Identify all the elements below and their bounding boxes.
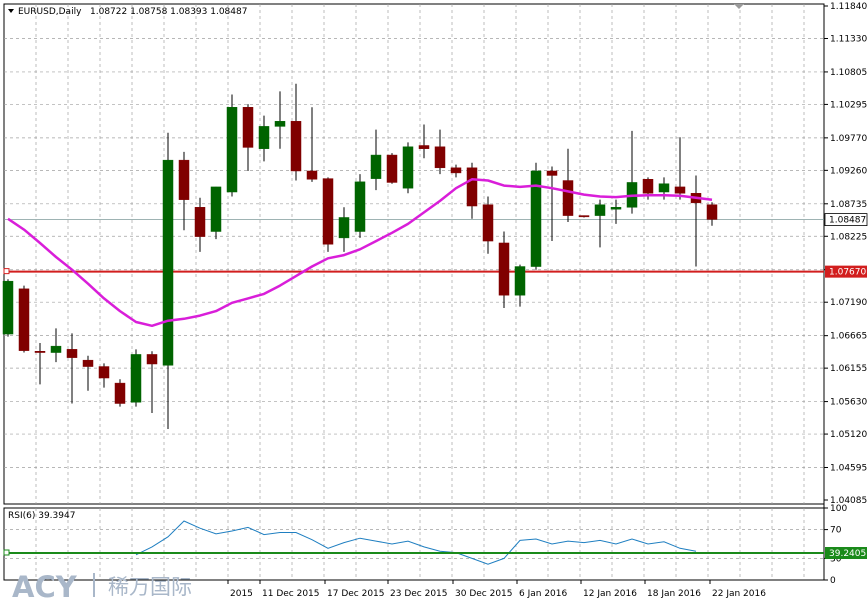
rsi-tick: 100 [830,504,847,514]
date-label: 23 Dec 2015 [390,589,448,599]
candle [594,199,606,248]
candle [226,94,238,197]
candle [674,137,686,200]
candle [162,132,174,429]
rsi-tick: 0 [830,576,836,586]
candle [354,174,366,238]
watermark-brand: ACY [12,570,78,604]
candle [450,164,462,178]
support-price-value: 1.07670 [829,268,866,278]
candle [66,333,78,404]
date-label: 12 Jan 2016 [583,589,637,599]
date-label: 2015 [230,589,253,599]
rsi-line-handle [3,549,10,556]
price-tick: 1.10805 [830,68,867,78]
price-tick: 1.11840 [830,2,867,12]
price-panel[interactable] [3,3,825,505]
price-tick: 1.09260 [830,166,867,176]
candle [210,186,222,240]
collapse-arrow-icon[interactable] [8,9,14,13]
price-tick: 1.05630 [830,398,867,408]
candle [514,264,526,307]
price-axis: 1.11840 1.11330 1.10805 1.10295 1.09770 1.092… [824,2,867,506]
candle [338,207,350,252]
date-label: 30 Dec 2015 [455,589,513,599]
candle [530,162,542,270]
support-line[interactable] [3,268,824,275]
date-axis: 2015 11 Dec 2015 17 Dec 2015 23 Dec 2015 30 … [227,580,766,599]
rsi-axis: 100 70 30 0 39.2405 [824,504,867,586]
rsi-tick: 30 [830,554,842,564]
candle [498,231,510,308]
price-grid [4,4,824,504]
support-price-tag: 1.07670 [825,265,867,278]
candle [402,142,414,194]
candle [178,151,190,231]
date-label: 17 Dec 2015 [327,589,385,599]
rsi-series [135,520,697,565]
candle [274,91,286,149]
candle [546,166,558,242]
candle [34,342,46,385]
rsi-label: RSI(6) 39.3947 [8,511,75,521]
rsi-current-tag: 39.2405 [825,547,867,559]
date-label: 6 Jan 2016 [519,589,567,599]
price-tick: 1.04595 [830,464,867,474]
current-price-value: 1.08487 [829,216,866,226]
rsi-current-value: 39.2405 [829,549,866,559]
price-tick: 1.10295 [830,100,867,110]
candle [258,115,270,162]
price-tick: 1.11330 [830,34,867,44]
candle [50,328,62,363]
moving-average-line [7,178,713,328]
price-tick: 1.07190 [830,298,867,308]
candle [146,351,158,414]
candle [322,177,334,252]
price-tick: 1.08225 [830,232,867,242]
candle [290,83,302,181]
candle [306,107,318,182]
price-tick: 1.06665 [830,332,867,342]
candle [82,355,94,391]
current-price-tag: 1.08487 [824,213,868,226]
candle [18,285,30,353]
candle [98,363,110,388]
price-tick: 1.06155 [830,364,867,374]
ohlc-label: 1.08722 1.08758 1.08393 1.08487 [90,7,247,17]
price-tick: 1.09770 [830,134,867,144]
rsi-grid [4,508,824,580]
support-line-handle [3,268,10,275]
candle [194,197,206,252]
price-tick: 1.08735 [830,200,867,210]
candle [114,379,126,407]
watermark-chinese: 稀万国际 [108,575,192,599]
candle [610,199,622,224]
candle [578,215,590,218]
candle [562,148,574,222]
chart-shift-marker-icon[interactable] [734,4,744,9]
candle [434,129,446,175]
price-tick: 1.05120 [830,430,867,440]
date-label: 18 Jan 2016 [647,589,701,599]
moving-average [7,178,713,328]
candle [386,153,398,184]
candle [706,202,718,226]
candle [466,162,478,219]
rsi-tick: 70 [830,526,842,536]
date-label: 11 Dec 2015 [262,589,320,599]
price-tick: 1.04085 [830,496,867,506]
candle [130,349,142,407]
date-label: 22 Jan 2016 [712,589,766,599]
symbol-label: EURUSD,Daily [18,7,82,17]
rsi-line [3,520,824,565]
rsi-panel[interactable] [3,507,825,581]
candle [2,279,14,337]
candle [482,196,494,254]
candle [242,104,254,171]
candle [370,129,382,191]
candle [418,124,430,159]
acy-watermark: ACY 稀万国际 [12,570,192,604]
